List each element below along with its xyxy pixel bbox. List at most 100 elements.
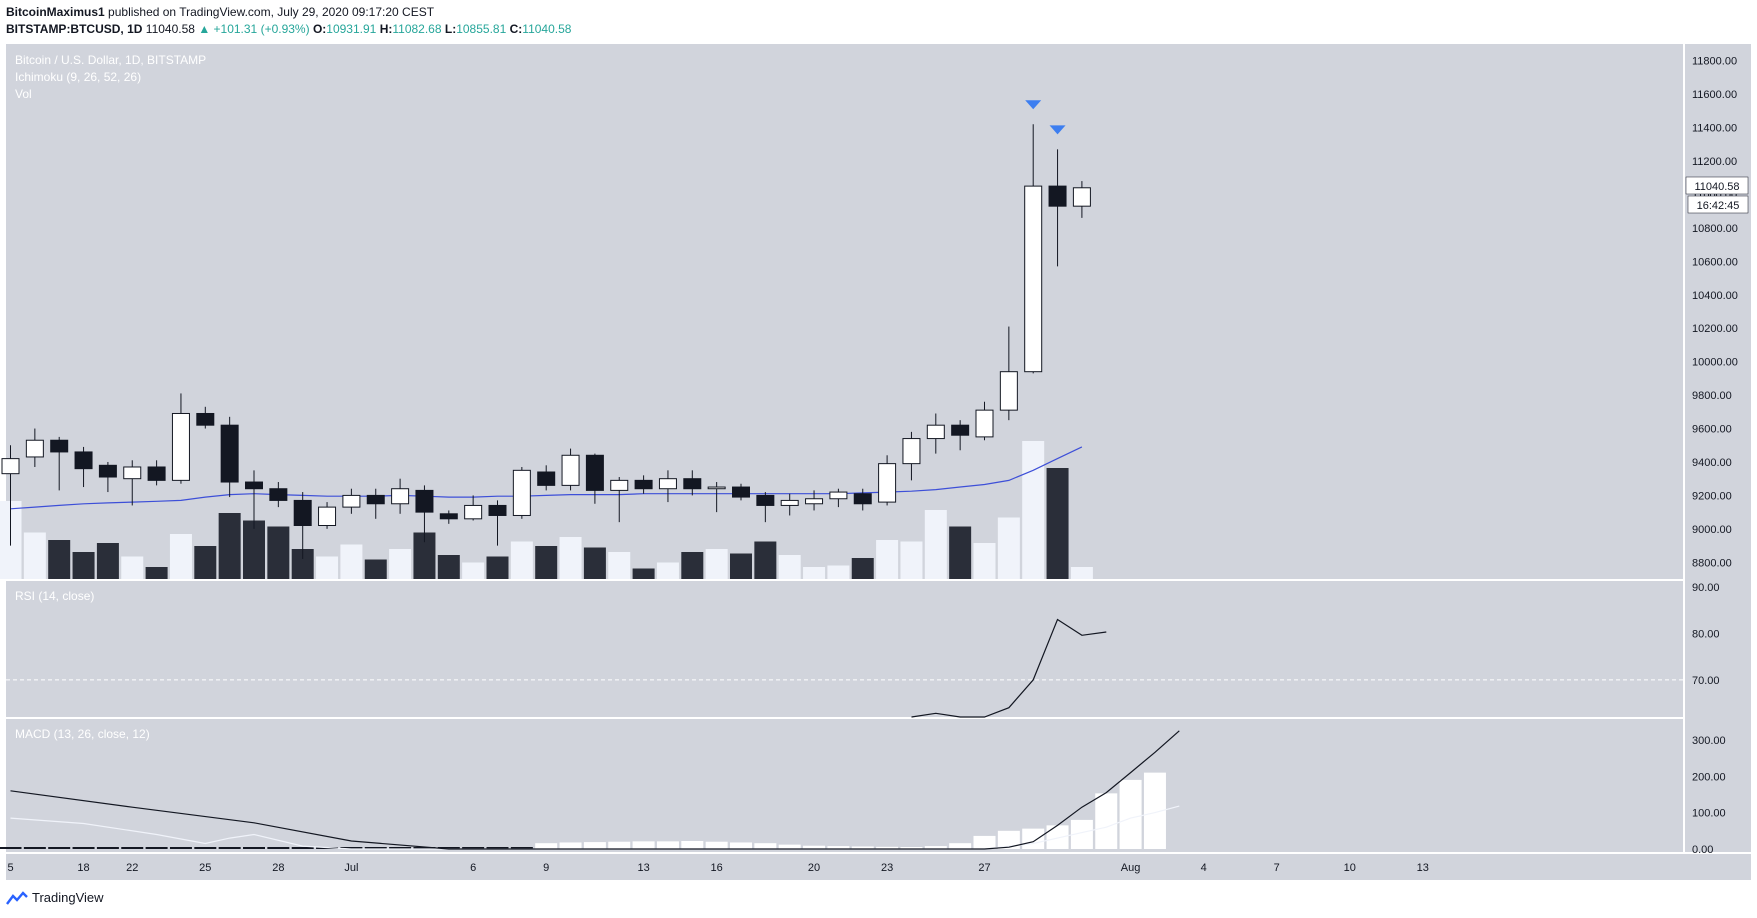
macd-axis-tick: 100.00: [1692, 808, 1726, 820]
time-axis-tick: 16: [711, 862, 723, 874]
timer-badge: [1687, 195, 1749, 214]
time-axis-tick: 18: [77, 862, 89, 874]
candle-body: [537, 471, 556, 486]
volume-bar: [1046, 468, 1069, 579]
volume-bar: [218, 513, 241, 579]
macd-legend: MACD (13, 26, close, 12): [15, 727, 150, 741]
price-axis-tick: 8800.00: [1692, 557, 1732, 569]
moving-average-line: [10, 446, 1083, 510]
time-axis-tick: 25: [199, 862, 211, 874]
macd-histogram-bar: [1095, 793, 1118, 849]
candle-body: [732, 486, 750, 498]
macd-histogram-bar: [243, 847, 265, 849]
macd-histogram-bar: [949, 843, 972, 849]
candle-body: [926, 424, 945, 440]
volume-bar: [364, 559, 387, 579]
low-label: L:: [444, 22, 457, 36]
price-change: ▲ +101.31 (+0.93%): [198, 22, 310, 36]
price-axis-tick: 9000.00: [1692, 524, 1732, 536]
candle-body: [245, 481, 263, 490]
rsi-line: [911, 618, 1107, 718]
candle-body: [50, 439, 69, 453]
candle-body: [902, 438, 921, 465]
macd-histogram-bar: [681, 841, 704, 849]
candle-body: [756, 494, 775, 506]
macd-histogram-bar: [72, 847, 95, 849]
candle-body: [658, 478, 677, 490]
low-value: 10855.81: [456, 22, 507, 36]
candle-body: [707, 486, 726, 490]
volume-bar: [754, 541, 777, 579]
volume-bar: [510, 541, 533, 579]
macd-histogram-bar: [1119, 779, 1142, 849]
candle-body: [878, 463, 897, 503]
candle-body: [1024, 185, 1043, 373]
macd-histogram-bar: [900, 847, 923, 849]
macd-histogram-bar: [535, 843, 558, 849]
macd-histogram-bar: [23, 847, 46, 849]
macd-histogram-bar: [705, 841, 728, 849]
candle-body: [366, 494, 385, 505]
candle-body: [147, 466, 166, 481]
price-axis-tick: 10000.00: [1692, 357, 1738, 369]
ichimoku-legend: Ichimoku (9, 26, 52, 26): [15, 70, 141, 84]
volume-bar: [608, 552, 631, 579]
macd-histogram-bar: [267, 847, 290, 849]
volume-bar: [583, 547, 606, 579]
candle-body: [415, 489, 434, 513]
volume-bar: [949, 526, 972, 579]
candle-body: [464, 504, 483, 520]
price-axis-tick: 9400.00: [1692, 457, 1732, 469]
macd-histogram-bar: [1143, 772, 1166, 849]
candle-body: [561, 454, 580, 486]
macd-histogram-bar: [364, 847, 387, 849]
price-axis-tick: 10600.00: [1692, 256, 1738, 268]
time-axis-tick: 13: [1417, 862, 1429, 874]
time-axis-tick: 23: [881, 862, 893, 874]
macd-histogram-bar: [121, 847, 144, 849]
time-axis-tick: 28: [272, 862, 284, 874]
macd-histogram-bar: [0, 847, 22, 849]
price-axis-tick: 11400.00: [1692, 123, 1737, 135]
macd-histogram-bar: [973, 835, 996, 849]
rsi-panel[interactable]: [6, 581, 1683, 717]
rsi-legend: RSI (14, close): [15, 589, 94, 603]
macd-histogram-bar: [559, 842, 582, 849]
candle-body: [1072, 187, 1091, 207]
candle-body: [171, 412, 190, 481]
macd-histogram-bar: [1022, 828, 1045, 849]
macd-histogram-bar: [389, 847, 412, 849]
candle-body: [853, 493, 872, 505]
candle-body: [585, 454, 604, 491]
tradingview-logo-icon[interactable]: [6, 890, 28, 905]
macd-axis-tick: 300.00: [1692, 735, 1726, 747]
volume-bar: [559, 537, 582, 579]
volume-bar: [1070, 567, 1093, 579]
time-axis[interactable]: [6, 854, 1751, 880]
volume-bar: [23, 532, 46, 579]
close-value: 11040.58: [522, 22, 572, 36]
volume-bar: [121, 556, 144, 579]
volume-bar: [169, 534, 192, 579]
macd-histogram-bar: [437, 847, 460, 849]
volume-bar: [194, 546, 217, 579]
macd-histogram-bar: [632, 841, 655, 849]
volume-bar: [803, 567, 826, 579]
candle-body: [123, 466, 142, 480]
macd-panel[interactable]: [6, 719, 1683, 852]
candle-body: [512, 469, 531, 516]
candle-body: [1048, 185, 1067, 207]
tradingview-brand[interactable]: TradingView: [32, 890, 104, 905]
author-name[interactable]: BitcoinMaximus1: [6, 5, 105, 19]
macd-histogram-bar: [608, 841, 631, 849]
price-axis-tick: 10400.00: [1692, 290, 1738, 302]
price-axis-tick: 9200.00: [1692, 490, 1732, 502]
footer: TradingView: [6, 890, 104, 905]
volume-bar: [340, 544, 363, 579]
macd-histogram-bar: [851, 846, 874, 849]
volume-bar: [851, 558, 874, 579]
candle-body: [780, 499, 799, 506]
candle-body: [196, 412, 215, 426]
volume-bar: [291, 549, 314, 579]
